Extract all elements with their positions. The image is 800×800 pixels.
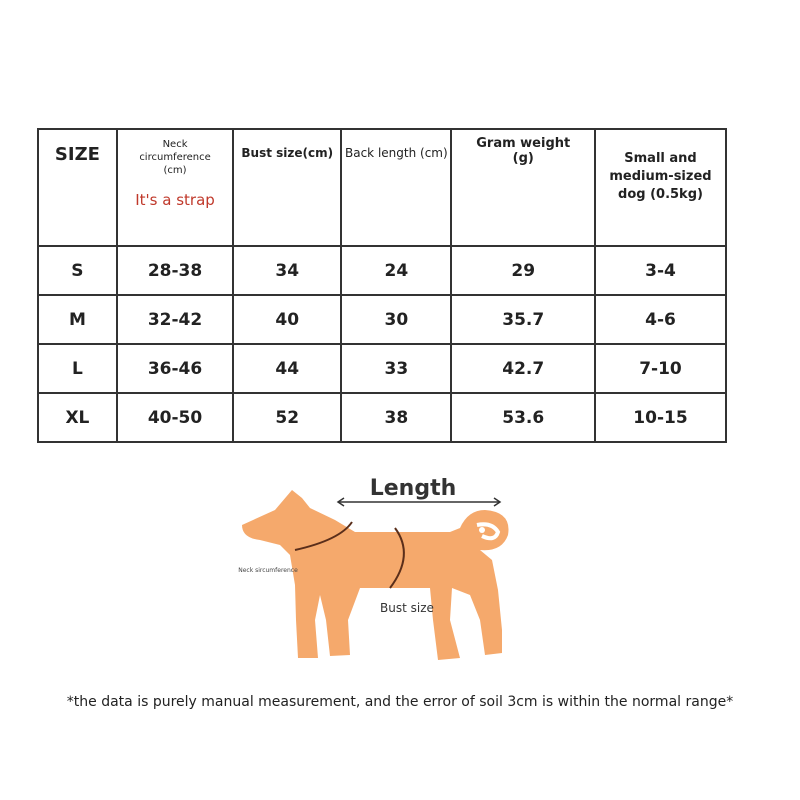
table-cell: 42.7 (450, 343, 596, 394)
table-cell: 3-4 (593, 245, 728, 296)
header-neck: Neck circumference (cm) It's a strap (115, 128, 235, 247)
bust-strap-line (389, 527, 405, 589)
table-cell: 38 (340, 392, 453, 443)
header-neck-label: Neck circumference (cm) (139, 139, 211, 176)
table-cell: M (37, 294, 118, 345)
table-cell: 52 (232, 392, 343, 443)
table-cell: XL (37, 392, 118, 443)
header-back: Back length (cm) (340, 128, 453, 247)
header-dog: Small and medium-sized dog (0.5kg) (593, 128, 728, 247)
table-cell: 33 (340, 343, 453, 394)
header-bust: Bust size(cm) (232, 128, 343, 247)
table-cell: 30 (340, 294, 453, 345)
table-cell: 4-6 (593, 294, 728, 345)
length-label: Length (370, 476, 457, 501)
table-cell: 44 (232, 343, 343, 394)
table-cell: 7-10 (593, 343, 728, 394)
table-cell: 35.7 (450, 294, 596, 345)
table-cell: 29 (450, 245, 596, 296)
dog-measurement-diagram: Length Bust size Neck sircumference (238, 476, 509, 660)
table-cell: 24 (340, 245, 453, 296)
table-cell: S (37, 245, 118, 296)
header-row: SIZE Neck circumference (cm) It's a stra… (37, 128, 728, 247)
table-cell: 36-46 (115, 343, 235, 394)
neck-strap-line (294, 521, 353, 551)
table-cell: 53.6 (450, 392, 596, 443)
table-cell: 40 (232, 294, 343, 345)
table-cell: L (37, 343, 118, 394)
dog-silhouette-icon (242, 490, 509, 660)
table-row: XL 40-50 52 38 53.6 10-15 (37, 392, 728, 443)
table-cell: 10-15 (593, 392, 728, 443)
table-cell: 40-50 (115, 392, 235, 443)
footnote: *the data is purely manual measurement, … (66, 694, 734, 710)
neck-label: Neck sircumference (238, 567, 298, 574)
size-chart-table: SIZE Neck circumference (cm) It's a stra… (37, 128, 728, 443)
header-weight: Gram weight (g) (450, 128, 596, 247)
table-cell: 32-42 (115, 294, 235, 345)
table-cell: 34 (232, 245, 343, 296)
table-row: M 32-42 40 30 35.7 4-6 (37, 294, 728, 345)
table-cell: 28-38 (115, 245, 235, 296)
strap-note: It's a strap (135, 191, 215, 209)
header-size: SIZE (37, 128, 118, 247)
table-row: L 36-46 44 33 42.7 7-10 (37, 343, 728, 394)
bust-label: Bust size (380, 601, 434, 615)
table-row: S 28-38 34 24 29 3-4 (37, 245, 728, 296)
